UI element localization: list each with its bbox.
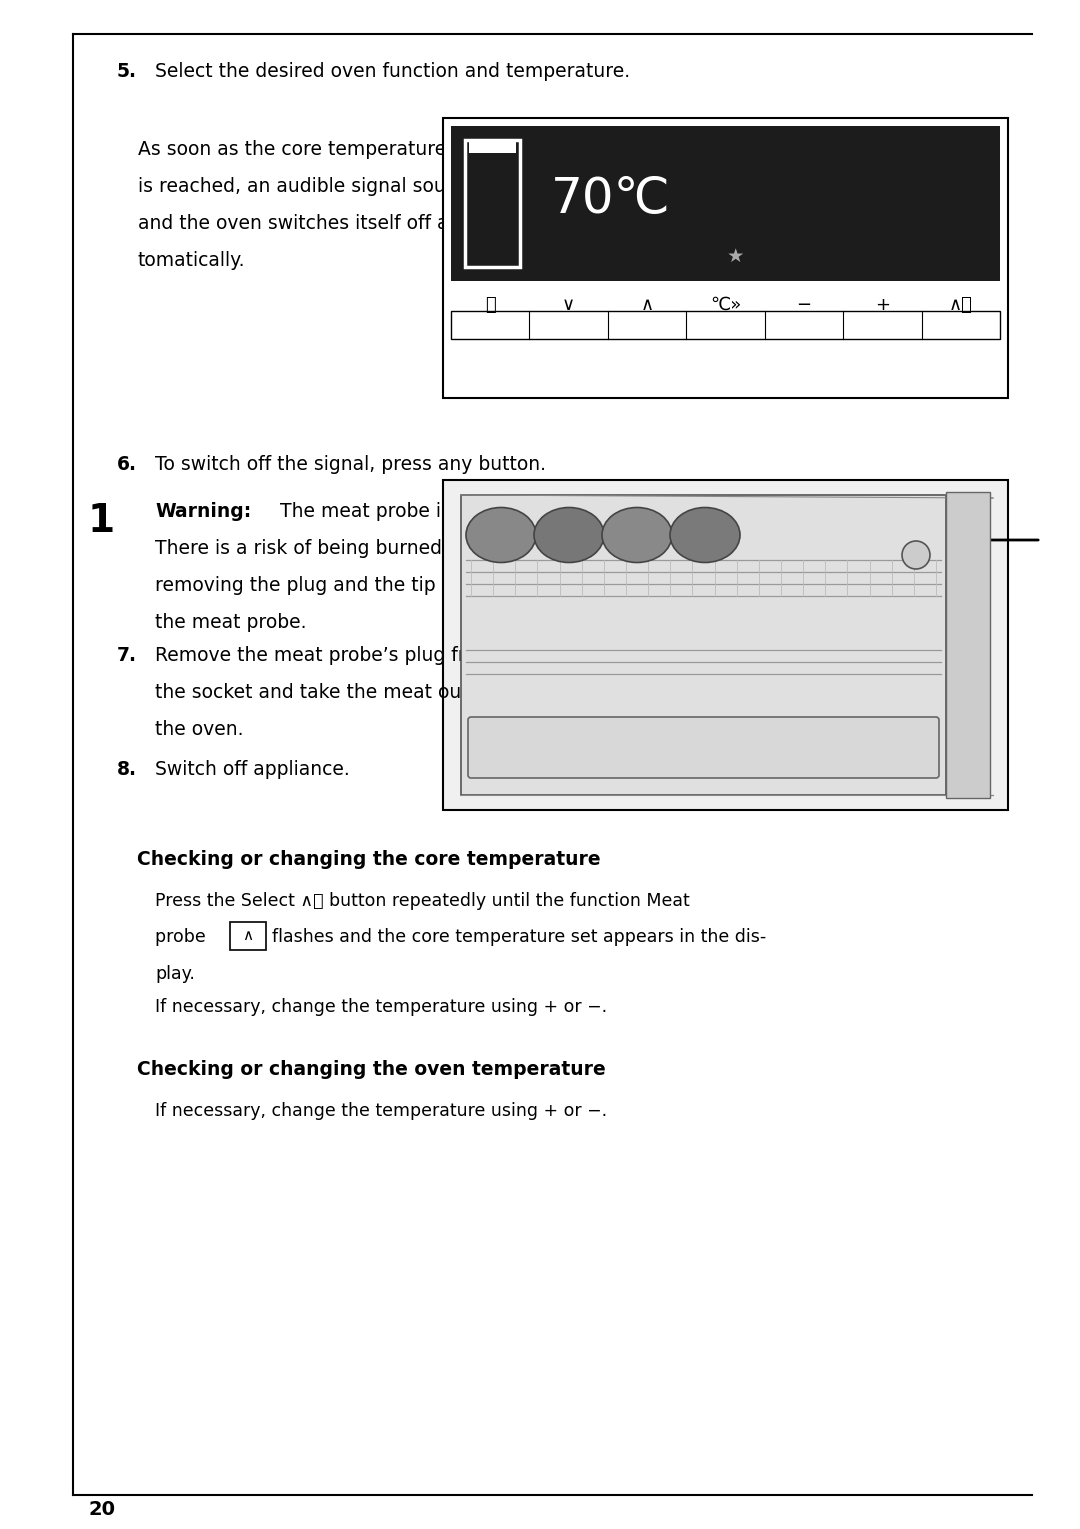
Text: removing the plug and the tip of: removing the plug and the tip of <box>156 576 459 595</box>
Text: the oven.: the oven. <box>156 720 243 739</box>
Bar <box>946 492 990 798</box>
Bar <box>469 141 516 153</box>
FancyBboxPatch shape <box>468 717 939 778</box>
Text: Press the Select ∧⒪ button repeatedly until the function Meat: Press the Select ∧⒪ button repeatedly un… <box>156 891 690 910</box>
Text: 1: 1 <box>87 502 116 540</box>
Ellipse shape <box>602 508 672 563</box>
Text: −: − <box>796 297 811 313</box>
Text: If necessary, change the temperature using + or −.: If necessary, change the temperature usi… <box>156 998 607 1015</box>
Bar <box>465 141 519 268</box>
Text: is reached, an audible signal sounds: is reached, an audible signal sounds <box>138 177 480 196</box>
Ellipse shape <box>670 508 740 563</box>
Bar <box>230 922 266 950</box>
Text: Switch off appliance.: Switch off appliance. <box>156 760 350 778</box>
Circle shape <box>902 541 930 569</box>
Text: play.: play. <box>156 965 194 983</box>
Text: ★: ★ <box>726 246 744 266</box>
Text: To switch off the signal, press any button.: To switch off the signal, press any butt… <box>156 456 546 474</box>
Text: tomatically.: tomatically. <box>138 251 245 271</box>
Text: 8.: 8. <box>117 760 137 778</box>
Bar <box>443 118 1008 398</box>
Text: and the oven switches itself off au-: and the oven switches itself off au- <box>138 214 467 232</box>
Text: There is a risk of being burned when: There is a risk of being burned when <box>156 540 499 558</box>
Text: ∧⒪: ∧⒪ <box>949 297 973 313</box>
Text: If necessary, change the temperature using + or −.: If necessary, change the temperature usi… <box>156 1102 607 1121</box>
Text: 5.: 5. <box>117 63 137 81</box>
Text: 70℃: 70℃ <box>551 174 671 223</box>
Text: ∧: ∧ <box>640 297 653 313</box>
Text: Checking or changing the oven temperature: Checking or changing the oven temperatur… <box>137 1060 606 1079</box>
Text: flashes and the core temperature set appears in the dis-: flashes and the core temperature set app… <box>272 928 766 946</box>
Text: ⓘ: ⓘ <box>485 297 496 313</box>
Text: +: + <box>875 297 890 313</box>
Text: ∨: ∨ <box>562 297 576 313</box>
Text: the socket and take the meat out of: the socket and take the meat out of <box>156 683 492 702</box>
Text: Select the desired oven function and temperature.: Select the desired oven function and tem… <box>156 63 630 81</box>
Text: Checking or changing the core temperature: Checking or changing the core temperatur… <box>137 850 600 868</box>
Text: Warning:: Warning: <box>156 502 252 521</box>
Text: the meat probe.: the meat probe. <box>156 613 307 631</box>
Text: probe: probe <box>156 928 212 946</box>
Text: 7.: 7. <box>117 645 137 665</box>
Text: ℃»: ℃» <box>710 297 741 313</box>
Text: Remove the meat probe’s plug from: Remove the meat probe’s plug from <box>156 645 495 665</box>
Text: 20: 20 <box>87 1500 114 1518</box>
Ellipse shape <box>534 508 604 563</box>
Text: 6.: 6. <box>117 456 137 474</box>
Ellipse shape <box>465 508 536 563</box>
Text: ∧: ∧ <box>242 928 254 943</box>
Bar <box>443 480 1008 810</box>
Bar <box>461 495 946 795</box>
Bar <box>451 125 1000 281</box>
Text: The meat probe is hot.: The meat probe is hot. <box>280 502 494 521</box>
Text: As soon as the core temperature set: As soon as the core temperature set <box>138 141 481 159</box>
Bar <box>451 310 1000 339</box>
